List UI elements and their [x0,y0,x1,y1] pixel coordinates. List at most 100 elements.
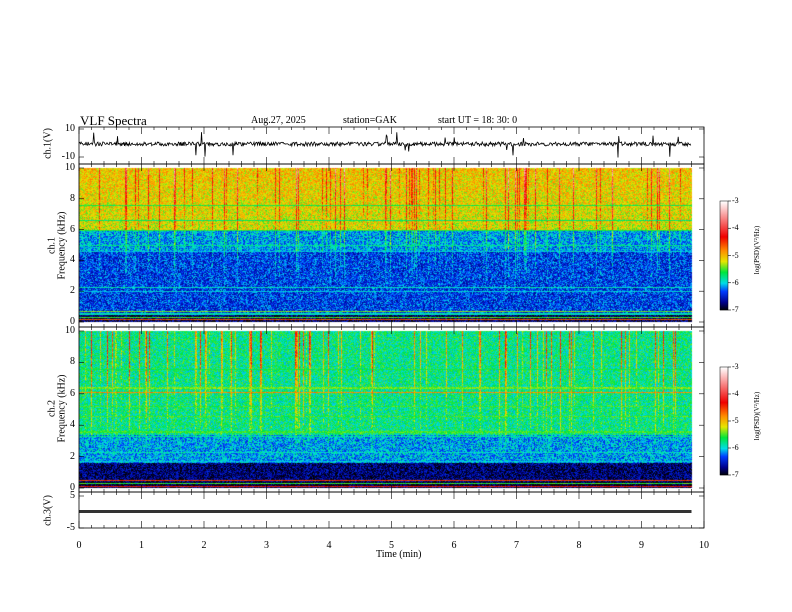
colorbar-1-cell [720,301,728,303]
colorbar-2-cell [720,432,728,434]
colorbar-1-cell [720,287,728,289]
colorbar-2-cell [720,454,728,456]
colorbar-2-cell [720,434,728,436]
colorbar-1-tick-label: -5 [732,250,739,260]
colorbar-2-cell [720,443,728,445]
colorbar-1-cell [720,293,728,295]
colorbar-2-cell [720,463,728,465]
colorbar-2-cell [720,390,728,392]
colorbar-1-cell [720,202,728,204]
colorbar-1-cell [720,227,728,229]
colorbar-2-cell [720,370,728,372]
colorbar-2-cell [720,450,728,452]
panel-frame-2 [78,326,705,493]
colorbar-1-cell [720,280,728,282]
x-tick-label: 4 [326,540,332,551]
colorbar-1-cell [720,210,728,212]
colorbar-1-cell [720,254,728,256]
colorbar-1-cell [720,288,728,290]
colorbar-1-cell [720,243,728,245]
colorbar-2-cell [720,414,728,416]
x-tick-label: 2 [201,540,207,551]
colorbar-2-cell [720,391,728,393]
colorbar-2-cell [720,431,728,433]
colorbar-1-cell [720,250,728,252]
colorbar-1-cell [720,249,728,251]
colorbar-1-cell [720,303,728,305]
colorbar-2-cell [720,440,728,442]
y-tick-label-ch1-spectrogram: 8 [70,192,75,204]
colorbar-2-cell [720,411,728,413]
colorbar-2-cell [720,396,728,398]
colorbar-1-cell [720,228,728,230]
colorbar2-label: log(PSD)(V²/Hz) [753,391,761,441]
colorbar-1-cell [720,219,728,221]
colorbar-2-cell [720,447,728,449]
colorbar-2-cell [720,412,728,414]
colorbar-1-cell [720,271,728,273]
y-tick-label-ch1-spectrogram: 2 [70,285,75,297]
colorbar-1-cell [720,258,728,260]
colorbar-1-cell [720,256,728,258]
colorbar-1-cell [720,269,728,271]
colorbar-1-cell [720,300,728,302]
colorbar-1-cell [720,244,728,246]
colorbar-1-cell [720,206,728,208]
colorbar-2-cell [720,371,728,373]
x-tick-label: 3 [264,540,269,551]
colorbar-2-cell [720,474,728,476]
colorbar-1-cell [720,292,728,294]
colorbar-2-cell [720,378,728,380]
colorbar-1-cell [720,245,728,247]
colorbar-2-cell [720,468,728,470]
colorbar-1-cell [720,304,728,306]
colorbar-1-cell [720,285,728,287]
colorbar-1-cell [720,308,728,310]
colorbar-2-cell [720,465,728,467]
colorbar-2-cell [720,400,728,402]
colorbar-2-cell [720,444,728,446]
y-tick-label-ch2-spectrogram: 4 [70,419,75,431]
colorbar-2-cell [720,398,728,400]
colorbar-2-cell [720,428,728,430]
colorbar-1-cell [720,235,728,237]
colorbar-2-cell [720,389,728,391]
colorbar-2-cell [720,456,728,458]
colorbar-1-cell [720,246,728,248]
colorbar-1-tick-label: -7 [732,305,739,314]
colorbar-1-cell [720,291,728,293]
colorbar-2-cell [720,383,728,385]
colorbar-2-cell [720,467,728,469]
colorbar-1-cell [720,263,728,265]
panel-frame-1 [78,163,705,328]
colorbar-2-cell [720,418,728,420]
colorbar-2-cell [720,409,728,411]
colorbar-1-cell [720,247,728,249]
colorbar-1-cell [720,261,728,263]
y-tick-label-ch1-spectrogram: 0 [70,316,75,327]
colorbar-1-tick-label: -3 [732,196,739,205]
colorbar-2-tick-label: -5 [732,416,739,425]
colorbar-2-cell [720,451,728,453]
colorbar-2-cell [720,469,728,471]
colorbar-2-cell [720,380,728,382]
y-tick-label-ch3-waveform: 5 [70,490,75,501]
colorbar-1-cell [720,211,728,213]
colorbar-2-cell [720,448,728,450]
colorbar-1-cell [720,225,728,227]
colorbar-2-cell [720,387,728,389]
y-tick-label-ch2-spectrogram: 2 [70,450,75,462]
colorbar-1-cell [720,265,728,267]
colorbar-1-cell [720,266,728,268]
colorbar-1-cell [720,204,728,206]
colorbar-1-cell [720,281,728,283]
colorbar-1-cell [720,215,728,217]
colorbar-2-cell [720,426,728,428]
colorbar-2-cell [720,393,728,395]
ch1-waveform-line [78,132,692,158]
colorbar-2-cell [720,471,728,473]
colorbar-1-cell [720,284,728,286]
colorbar-1-cell [720,309,728,311]
